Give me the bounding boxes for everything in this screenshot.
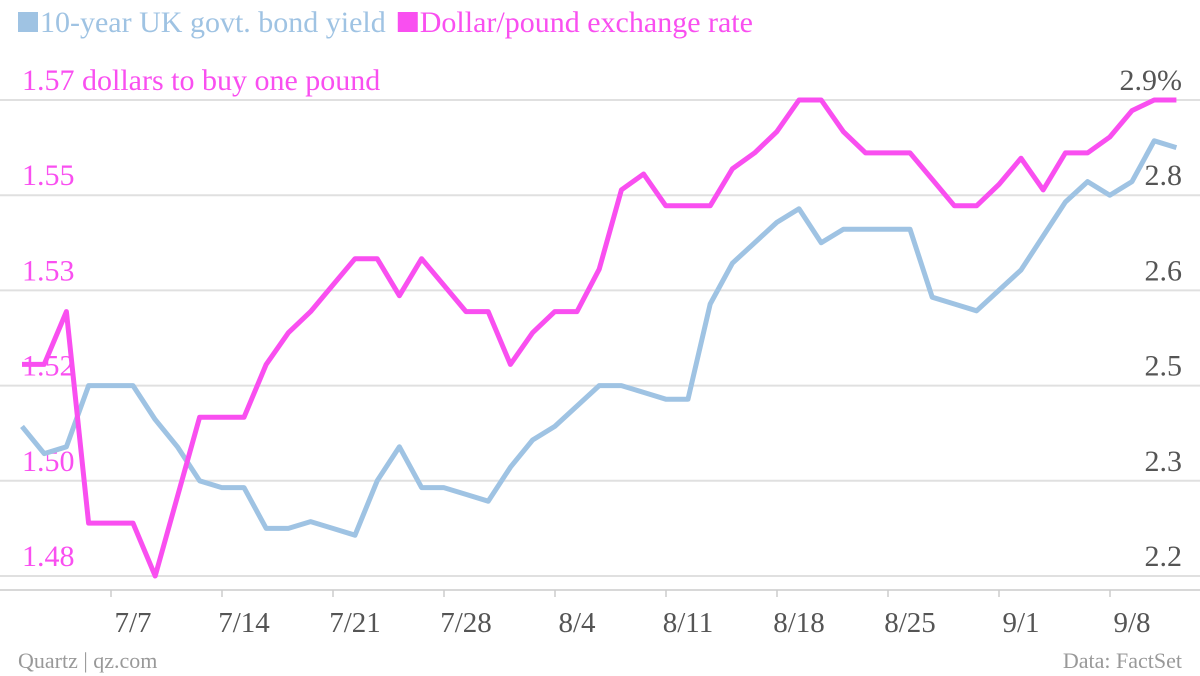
y-tick-label: 1.48 xyxy=(22,540,75,573)
x-tick-label: 7/21 xyxy=(329,607,381,639)
y-tick-label: 1.57 dollars to buy one pound xyxy=(22,64,380,97)
x-tick-label: 8/18 xyxy=(773,607,825,639)
y2-tick-label: 2.6 xyxy=(1145,254,1183,287)
legend-swatch xyxy=(18,12,38,32)
legend-label: 10-year UK govt. bond yield xyxy=(40,6,386,39)
x-tick-label: 8/4 xyxy=(558,607,596,639)
x-tick-label: 8/25 xyxy=(884,607,936,639)
y2-tick-label: 2.9% xyxy=(1120,64,1183,97)
x-tick-label: 7/28 xyxy=(440,607,492,639)
x-tick-label: 9/1 xyxy=(1002,607,1039,639)
series-line xyxy=(22,97,1177,579)
y2-tick-label: 2.8 xyxy=(1145,159,1183,192)
y-tick-label: 1.55 xyxy=(22,159,75,192)
legend-label: Dollar/pound exchange rate xyxy=(420,6,753,39)
y2-tick-label: 2.2 xyxy=(1145,540,1183,573)
y2-tick-label: 2.3 xyxy=(1145,445,1183,478)
credit: Quartz | qz.com xyxy=(18,648,157,673)
series-line xyxy=(20,138,1178,538)
x-tick-label: 9/8 xyxy=(1113,607,1150,639)
source: Data: FactSet xyxy=(1063,648,1182,673)
x-tick-label: 8/11 xyxy=(663,607,713,639)
y-tick-label: 1.53 xyxy=(22,254,75,287)
x-tick-label: 7/14 xyxy=(218,607,270,639)
x-tick-label: 7/7 xyxy=(114,607,151,639)
legend-swatch xyxy=(397,12,418,32)
y2-tick-label: 2.5 xyxy=(1145,350,1183,383)
